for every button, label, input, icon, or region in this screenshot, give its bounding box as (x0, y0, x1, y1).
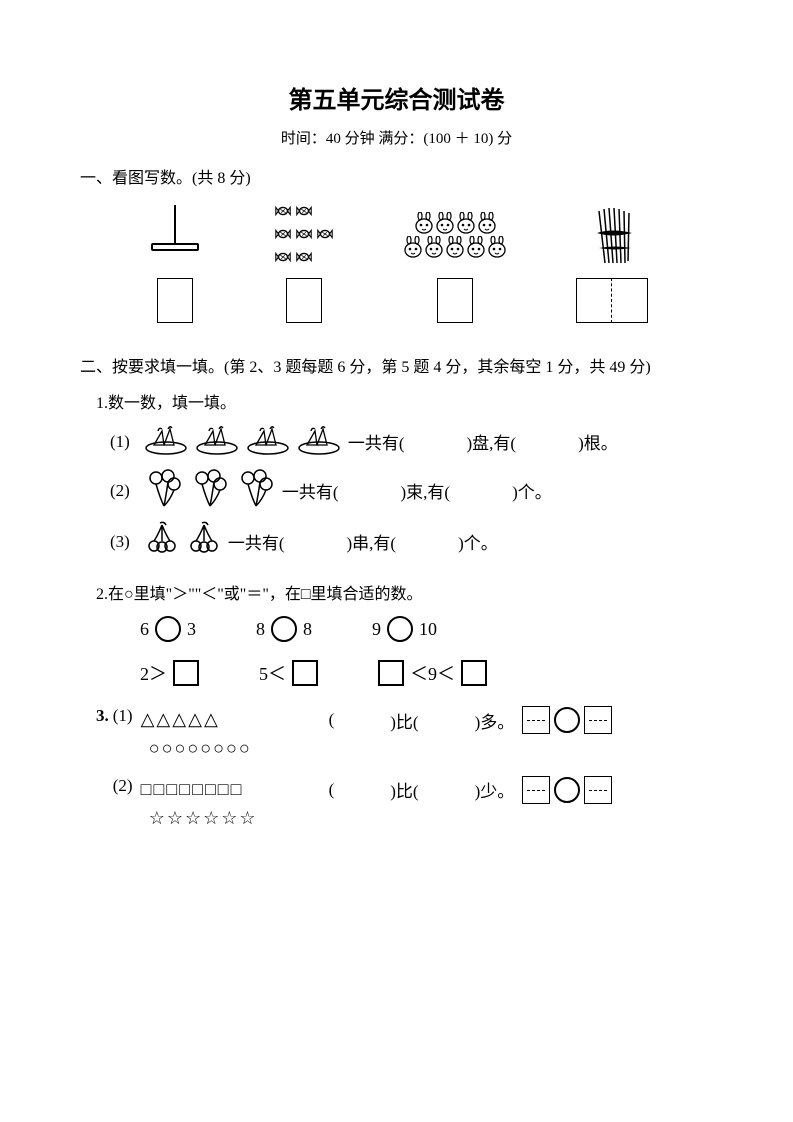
cherry-icon (144, 521, 180, 562)
square-blank[interactable] (378, 660, 404, 686)
square-blank[interactable] (461, 660, 487, 686)
q1-item-scale (145, 200, 205, 323)
q1-subrow: (3)一共有()串,有()个。 (110, 521, 713, 562)
circle-blank[interactable] (554, 707, 580, 733)
answer-box[interactable] (612, 278, 648, 323)
section2-header: 二、按要求填一填。(第 2、3 题每题 6 分，第 5 题 4 分，其余每空 1… (80, 353, 713, 377)
balloon-icon (144, 468, 184, 513)
dashed-box[interactable] (584, 776, 612, 804)
compare-row-2: 2＞5＜＜9＜ (140, 660, 713, 686)
balloon-icon (190, 468, 230, 513)
circle-blank[interactable] (271, 616, 297, 642)
dashed-box[interactable] (522, 706, 550, 734)
answer-box[interactable] (437, 278, 473, 323)
section1-header: 一、看图写数。(共 8 分) (80, 164, 713, 188)
compare-row-1: 6388910 (140, 616, 713, 642)
shape-line: △△△△△ (141, 709, 321, 731)
carrot-icon (195, 423, 240, 460)
cherry-icon (186, 521, 222, 562)
shape-line: ☆☆☆☆☆☆ (149, 808, 713, 830)
balloon-icon (236, 468, 276, 513)
page-subtitle: 时间：40 分钟 满分：(100 ＋ 10) 分 (80, 127, 713, 148)
answer-box[interactable] (157, 278, 193, 323)
circle-blank[interactable] (554, 777, 580, 803)
carrot-icon (297, 423, 342, 460)
q3-subrow: (2)□□□□□□□□()比()少。 (113, 776, 713, 804)
q1-label: 1.数一数，填一填。 (96, 389, 713, 413)
square-blank[interactable] (292, 660, 318, 686)
shape-line: □□□□□□□□ (141, 779, 321, 801)
carrot-icon (246, 423, 291, 460)
carrot-icon (144, 423, 189, 460)
q3-label: 3. (96, 706, 109, 726)
page-title: 第五单元综合测试卷 (80, 80, 713, 115)
square-blank[interactable] (173, 660, 199, 686)
answer-box[interactable] (286, 278, 322, 323)
section1-images (110, 200, 683, 323)
q1-item-bundle (576, 200, 648, 323)
answer-box[interactable] (576, 278, 612, 323)
q1-item-candies (274, 200, 334, 323)
dashed-box[interactable] (522, 776, 550, 804)
circle-blank[interactable] (155, 616, 181, 642)
q1-subrow: (2)一共有()束,有()个。 (110, 468, 713, 513)
dashed-box[interactable] (584, 706, 612, 734)
shape-line: ○○○○○○○○ (149, 738, 713, 760)
q3-subrow: (1)△△△△△()比()多。 (113, 706, 713, 734)
q1-subrow: (1)一共有()盘,有()根。 (110, 423, 713, 460)
circle-blank[interactable] (387, 616, 413, 642)
q1-item-rabbits (403, 200, 507, 323)
q2-label: 2.在○里填"＞""＜"或"＝"，在□里填合适的数。 (96, 580, 713, 604)
